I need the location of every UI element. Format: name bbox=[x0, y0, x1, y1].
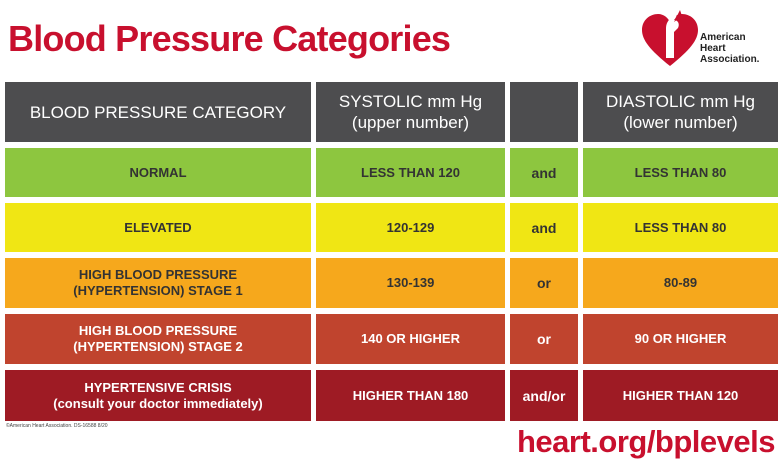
connector-cell: and/or bbox=[510, 370, 578, 421]
title: Blood Pressure Categories bbox=[8, 18, 451, 59]
text-line: (lower number) bbox=[623, 113, 738, 132]
diastolic-cell: 80-89 bbox=[583, 258, 778, 308]
text-line: LESS THAN 80 bbox=[634, 164, 727, 180]
logo bbox=[642, 10, 698, 66]
text-line: (HYPERTENSION) STAGE 2 bbox=[73, 339, 243, 354]
systolic-cell: HIGHER THAN 180 bbox=[316, 370, 505, 421]
text-line: HIGHER THAN 180 bbox=[352, 387, 469, 403]
category-cell: HIGH BLOOD PRESSURE (HYPERTENSION) STAGE … bbox=[5, 258, 311, 308]
text-line: HIGH BLOOD PRESSURE bbox=[78, 267, 238, 282]
text-line: (consult your doctor immediately) bbox=[53, 395, 263, 411]
text-line: or bbox=[537, 275, 551, 291]
url: heart.org/bplevels bbox=[516, 424, 776, 459]
text-line: (upper number) bbox=[351, 113, 470, 132]
text-line: and bbox=[531, 164, 557, 181]
systolic-cell: 120-129 bbox=[316, 203, 505, 252]
category-cell: NORMAL bbox=[5, 148, 311, 197]
connector-cell: or bbox=[510, 258, 578, 308]
text-line: SYSTOLIC mm Hg bbox=[338, 92, 483, 111]
header-cell bbox=[510, 82, 578, 142]
text-line: ELEVATED bbox=[124, 219, 192, 235]
systolic-cell: LESS THAN 120 bbox=[316, 148, 505, 197]
text-line: HIGHER THAN 120 bbox=[622, 387, 739, 403]
category-cell: HIGH BLOOD PRESSURE (HYPERTENSION) STAGE … bbox=[5, 314, 311, 364]
text-line: 140 OR HIGHER bbox=[361, 331, 460, 346]
diastolic-cell: LESS THAN 80 bbox=[583, 148, 778, 197]
text-line: 130-139 bbox=[386, 275, 435, 290]
diastolic-cell: LESS THAN 80 bbox=[583, 203, 778, 252]
text-line: 120-129 bbox=[386, 219, 435, 235]
text-line: BLOOD PRESSURE CATEGORY bbox=[29, 102, 287, 122]
connector-cell: or bbox=[510, 314, 578, 364]
text-line: Association. bbox=[700, 54, 760, 65]
diastolic-cell: HIGHER THAN 120 bbox=[583, 370, 778, 421]
text-line: LESS THAN 80 bbox=[634, 219, 727, 235]
text-line: DIASTOLIC mm Hg bbox=[606, 92, 755, 111]
text-line: 80-89 bbox=[663, 275, 698, 290]
category-cell: HYPERTENSIVE CRISIS (consult your doctor … bbox=[5, 370, 311, 421]
text-line: American bbox=[700, 32, 746, 43]
category-cell: ELEVATED bbox=[5, 203, 311, 252]
text-line: and/or bbox=[522, 387, 566, 404]
text-line: 90 OR HIGHER bbox=[634, 331, 727, 346]
systolic-cell: 140 OR HIGHER bbox=[316, 314, 505, 364]
text-line: Heart bbox=[700, 43, 726, 54]
text-line: and bbox=[531, 219, 557, 236]
diastolic-cell: 90 OR HIGHER bbox=[583, 314, 778, 364]
text-line: (HYPERTENSION) STAGE 1 bbox=[73, 283, 243, 298]
text-line: HIGH BLOOD PRESSURE bbox=[78, 323, 238, 338]
copyright: ©American Heart Association. DS-16588 8/… bbox=[6, 423, 108, 429]
connector-cell: and bbox=[510, 148, 578, 197]
systolic-cell: 130-139 bbox=[316, 258, 505, 308]
header-cell: BLOOD PRESSURE CATEGORY bbox=[5, 82, 311, 142]
text-line: HYPERTENSIVE CRISIS bbox=[84, 379, 232, 395]
text-line: or bbox=[537, 331, 551, 347]
bp-table: BLOOD PRESSURE CATEGORY SYSTOLIC mm Hg (up… bbox=[5, 82, 778, 421]
text-line: NORMAL bbox=[129, 164, 187, 180]
header-cell: DIASTOLIC mm Hg (lower number) bbox=[583, 82, 778, 142]
header-cell: SYSTOLIC mm Hg (upper number) bbox=[316, 82, 505, 142]
logo-text: American Heart Association. bbox=[700, 32, 759, 65]
connector-cell: and bbox=[510, 203, 578, 252]
text-line: LESS THAN 120 bbox=[361, 164, 460, 180]
